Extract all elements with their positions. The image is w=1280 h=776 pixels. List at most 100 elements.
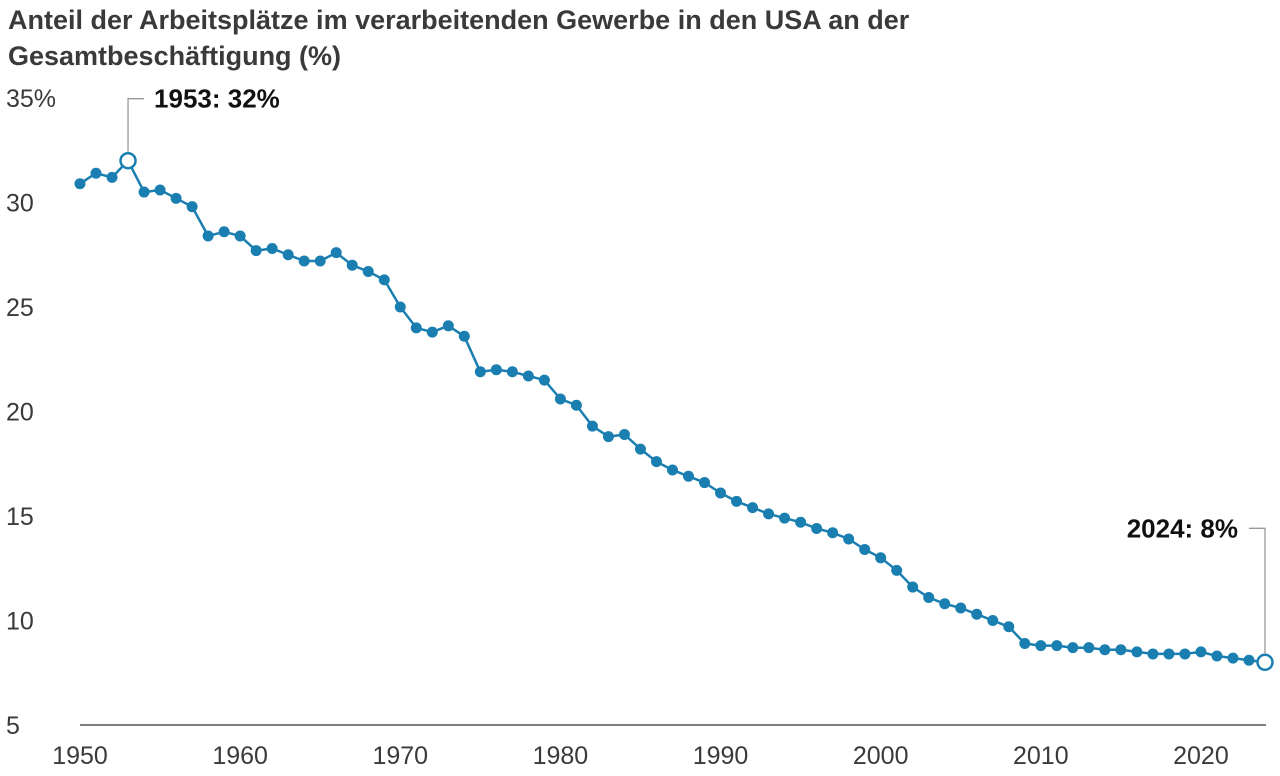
data-point	[875, 552, 887, 564]
x-tick-label: 1970	[372, 742, 428, 770]
data-point	[1067, 642, 1079, 654]
data-point	[442, 320, 454, 332]
data-point	[1179, 648, 1191, 660]
data-point	[90, 167, 102, 179]
data-point	[747, 502, 759, 514]
chart-title: Anteil der Arbeitsplätze im verarbeitend…	[8, 5, 910, 71]
data-point	[843, 533, 855, 545]
data-point	[490, 364, 502, 376]
x-tick-label: 1980	[533, 742, 589, 770]
data-point	[1019, 637, 1031, 649]
y-tick-label: 35%	[6, 85, 56, 113]
data-point	[282, 249, 294, 261]
data-point	[715, 487, 727, 499]
data-point	[154, 184, 166, 196]
data-point	[795, 516, 807, 528]
data-point	[474, 366, 486, 378]
data-point	[827, 527, 839, 539]
data-point	[634, 443, 646, 455]
data-point	[939, 598, 951, 610]
data-point	[1227, 652, 1239, 664]
data-point	[699, 477, 711, 489]
data-point	[426, 326, 438, 338]
x-tick-label: 1960	[212, 742, 268, 770]
data-point	[186, 201, 198, 213]
y-axis-tick-labels: 35% 30 25 20 15 10 5	[6, 85, 56, 740]
data-point	[987, 615, 999, 626]
series-points	[74, 151, 1274, 672]
y-tick-label: 20	[6, 399, 34, 427]
data-point	[586, 420, 598, 432]
data-point	[731, 495, 743, 507]
series-line	[79, 159, 1266, 664]
data-point	[667, 464, 678, 476]
x-tick-label: 1990	[693, 742, 749, 770]
data-point	[218, 226, 230, 238]
y-tick-label: 25	[6, 294, 34, 322]
data-point	[1083, 642, 1095, 654]
data-point	[170, 192, 182, 204]
data-point	[650, 456, 662, 468]
data-point	[618, 428, 630, 440]
highlighted-data-point	[119, 151, 137, 170]
data-point	[779, 512, 791, 524]
data-point	[410, 322, 422, 334]
data-point	[811, 523, 823, 535]
data-point	[362, 265, 374, 277]
annotation-leader-lines	[127, 98, 1266, 654]
data-point	[106, 171, 118, 183]
data-point	[1211, 650, 1223, 662]
highlighted-data-point	[1256, 653, 1274, 672]
y-tick-label: 15	[6, 503, 34, 531]
x-axis-tick-labels: 1950 1960 1970 1980 1990 2000 2010 2020	[52, 742, 1229, 770]
data-point	[1035, 640, 1047, 652]
data-point	[458, 330, 470, 342]
data-point	[538, 374, 550, 386]
data-point	[763, 508, 775, 520]
annotation-leader-line	[1249, 527, 1266, 654]
x-tick-label: 2000	[853, 742, 909, 770]
data-point	[971, 608, 983, 620]
data-point	[1195, 646, 1207, 658]
x-tick-label: 2010	[1013, 742, 1069, 770]
data-point	[1243, 654, 1255, 666]
data-point	[955, 602, 967, 614]
data-point	[602, 431, 614, 443]
annotation-labels: 1953: 32% 2024: 8%	[154, 84, 1238, 544]
annotation-leader-line	[127, 98, 145, 152]
data-point	[1131, 646, 1143, 658]
annotation-label: 2024: 8%	[1127, 513, 1238, 543]
y-tick-label: 5	[6, 712, 20, 740]
data-point	[266, 242, 278, 254]
data-point	[891, 564, 903, 576]
y-tick-label: 30	[6, 190, 34, 218]
y-tick-label: 10	[6, 608, 34, 636]
annotation-label: 1953: 32%	[154, 84, 280, 114]
data-point	[234, 230, 246, 242]
data-point	[314, 255, 326, 267]
data-point	[506, 366, 518, 378]
data-point	[570, 399, 582, 411]
data-point	[394, 301, 406, 313]
data-point	[522, 370, 534, 382]
data-point	[1115, 644, 1127, 656]
data-point	[1147, 648, 1159, 660]
data-point	[1051, 640, 1063, 652]
data-point	[554, 393, 566, 405]
data-point	[683, 470, 695, 482]
data-point	[74, 178, 86, 190]
data-point	[346, 259, 358, 271]
data-point	[202, 230, 214, 242]
data-point	[138, 186, 150, 198]
data-point	[1163, 648, 1175, 660]
data-point	[378, 274, 390, 286]
data-point	[1003, 621, 1015, 633]
data-point	[298, 255, 310, 267]
x-tick-label: 1950	[52, 742, 108, 770]
data-point	[859, 543, 871, 555]
data-point	[907, 581, 919, 593]
x-tick-label: 2020	[1173, 742, 1229, 770]
data-point	[923, 592, 935, 604]
data-point	[250, 245, 262, 257]
